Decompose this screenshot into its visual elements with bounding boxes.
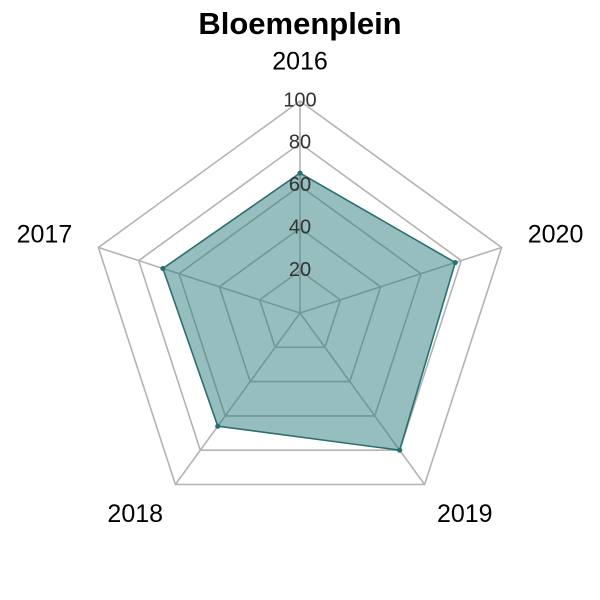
data-point-2019 [397,447,403,453]
grid-ring-100 [97,100,503,486]
data-point-2017 [160,265,166,272]
radar-tick-labels: 20 40 60 80 100 [283,89,316,281]
tick-label-20: 20 [289,259,311,281]
data-point-2016 [297,170,303,176]
grid-ring-80 [137,142,463,452]
axis-label-2016: 2016 [272,48,328,76]
tick-label-40: 40 [289,216,311,238]
data-point-2020 [452,259,458,266]
tick-label-60: 60 [289,174,311,196]
axis-label-2019: 2019 [437,500,493,528]
axis-label-2017: 2017 [17,220,73,248]
tick-label-100: 100 [283,89,316,111]
axis-label-2018: 2018 [107,500,163,528]
axis-label-2020: 2020 [528,220,584,248]
data-point-2018 [215,423,221,429]
tick-label-80: 80 [289,132,311,154]
chart-title: Bloemenplein [198,6,401,41]
series-area [161,172,457,452]
radar-axis-labels: 2016 2020 2019 2018 2017 [17,48,584,528]
radar-series [160,170,458,453]
